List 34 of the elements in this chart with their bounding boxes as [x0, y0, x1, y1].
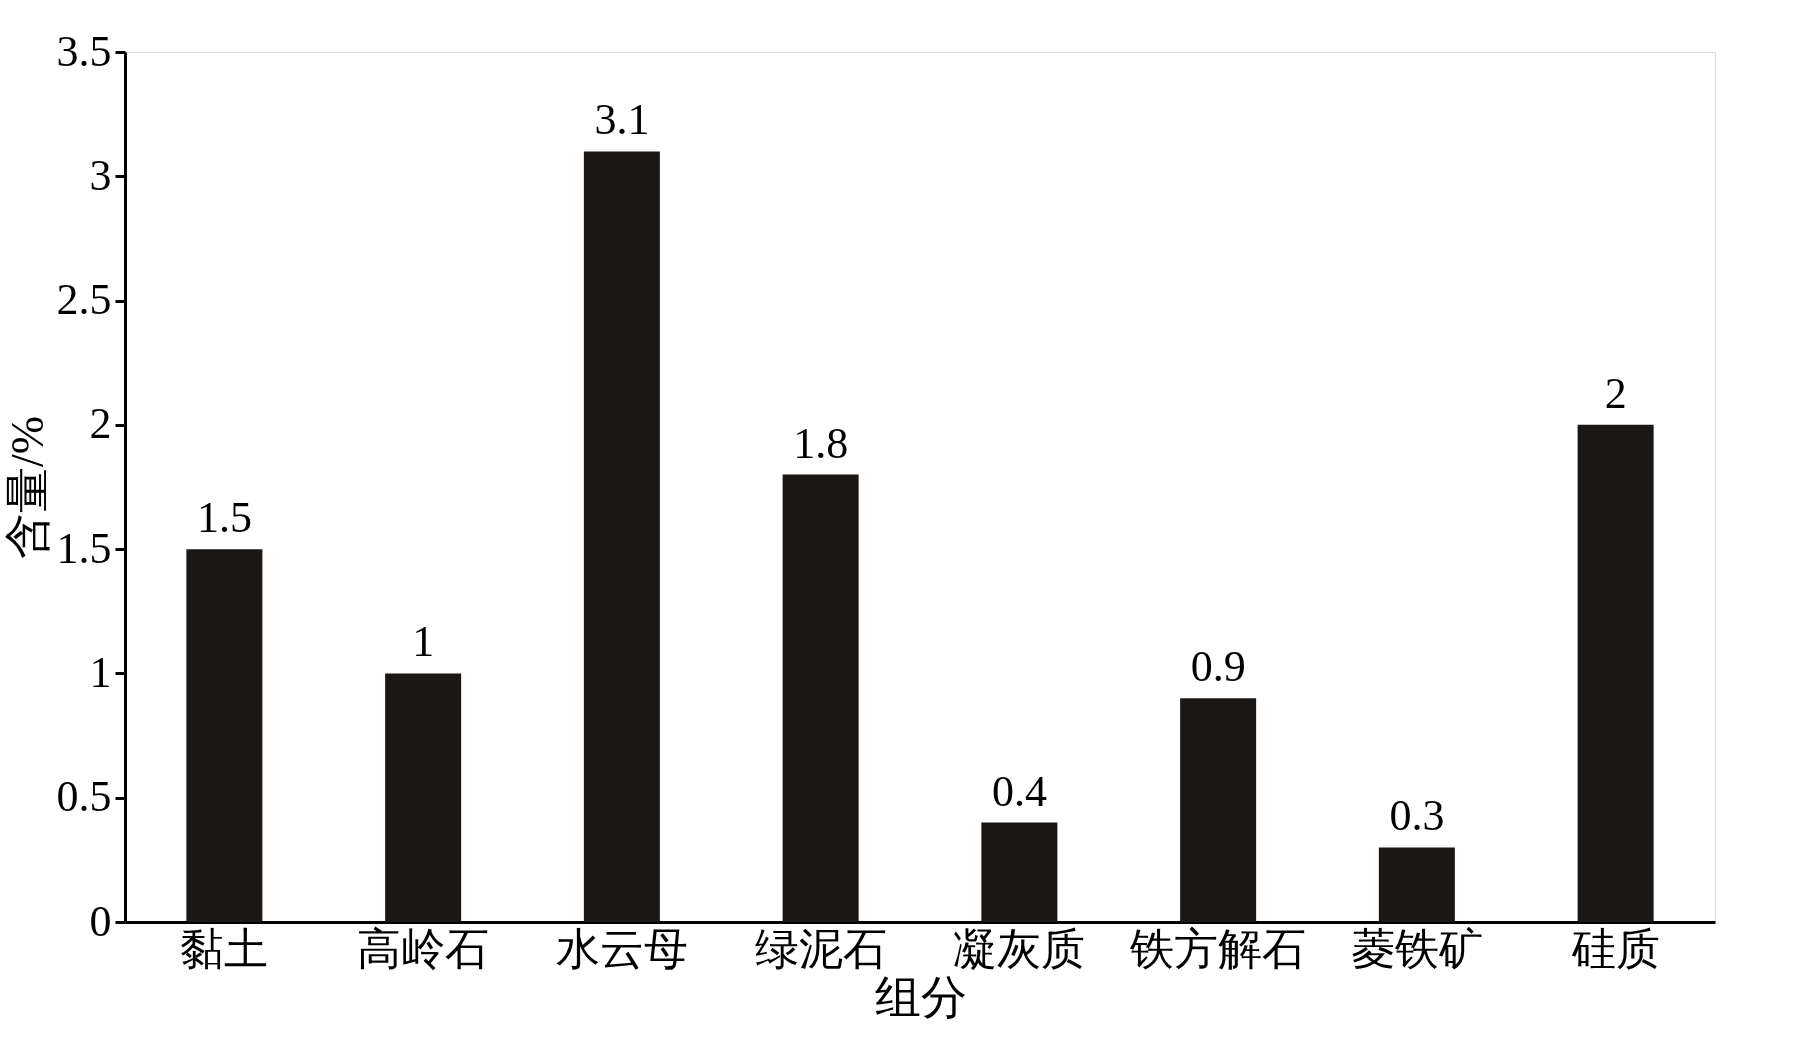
y-tick-label: 1.5	[56, 523, 112, 573]
bar	[1577, 424, 1654, 922]
y-tick-label: 2	[89, 399, 112, 449]
data-label: 2	[1604, 368, 1627, 418]
bar	[583, 151, 660, 922]
bar	[1378, 847, 1455, 922]
data-label: 0.9	[1190, 642, 1246, 692]
x-tick-label: 水云母	[555, 924, 688, 974]
bar	[1180, 698, 1257, 922]
bar	[186, 549, 263, 922]
data-label: 1	[412, 617, 435, 667]
bar	[981, 822, 1058, 922]
bar	[782, 474, 859, 922]
y-tick-label: 0.5	[56, 772, 112, 822]
data-label: 3.1	[594, 95, 650, 145]
data-label: 0.3	[1389, 791, 1445, 841]
y-tick-label: 0	[89, 896, 112, 946]
x-tick-label: 黏土	[180, 924, 269, 974]
y-tick-label: 3.5	[56, 26, 112, 76]
x-axis-title: 组分	[874, 971, 967, 1023]
x-tick-label: 硅质	[1570, 924, 1660, 974]
y-tick-label: 2.5	[56, 275, 112, 325]
data-label: 1.8	[793, 418, 849, 468]
x-tick-label: 菱铁矿	[1350, 924, 1483, 974]
data-label: 0.4	[991, 766, 1047, 816]
bar	[385, 673, 462, 922]
data-label: 1.5	[196, 493, 252, 543]
x-tick-label: 绿泥石	[754, 924, 887, 974]
x-tick-label: 凝灰质	[953, 924, 1086, 974]
y-axis-title: 含量/%	[1, 415, 53, 560]
x-tick-label: 高岭石	[357, 924, 490, 974]
x-tick-label: 铁方解石	[1129, 924, 1307, 974]
y-tick-label: 3	[89, 150, 112, 200]
y-tick-label: 1	[89, 647, 112, 697]
